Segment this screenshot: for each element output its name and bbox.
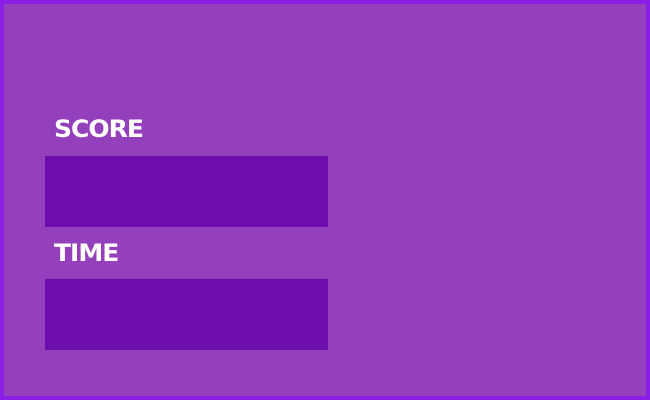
- score-label: SCORE: [54, 115, 144, 143]
- score-display: [45, 156, 328, 227]
- time-label: TIME: [54, 239, 119, 267]
- time-display: [45, 279, 328, 350]
